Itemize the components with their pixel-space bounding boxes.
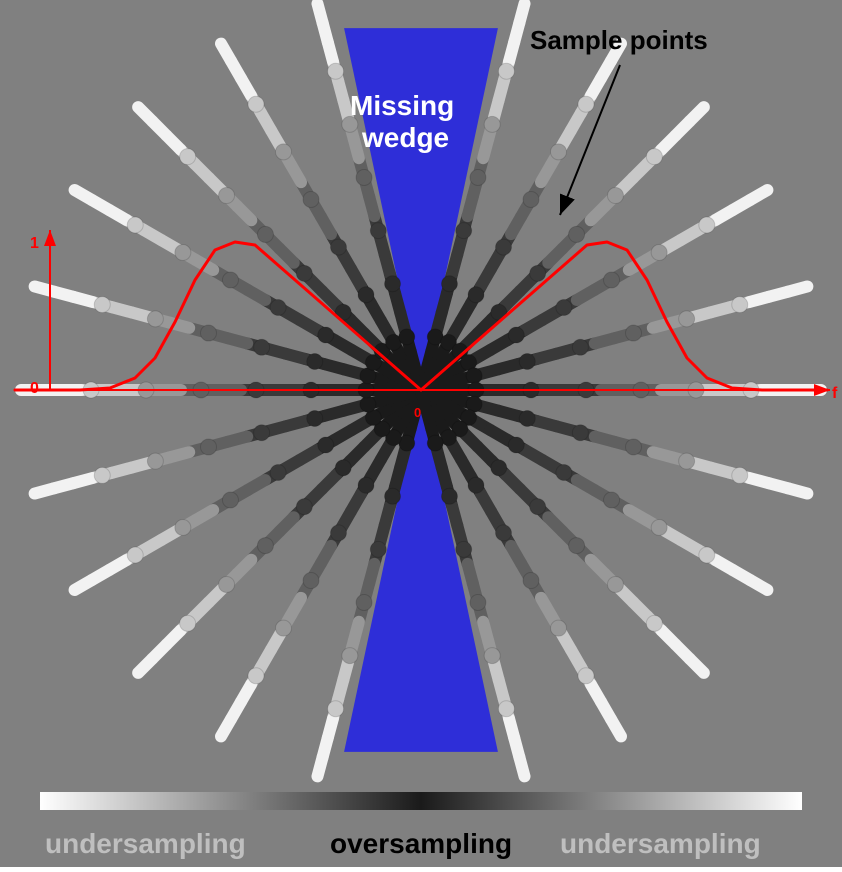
legend-label-left: undersampling <box>45 828 246 860</box>
axis-label-1: 1 <box>30 235 39 253</box>
axis-origin-label: 0 <box>414 405 421 420</box>
axis-label-f: f <box>832 385 837 403</box>
axis-label-0: 0 <box>30 380 39 398</box>
legend-label-center: oversampling <box>330 828 512 860</box>
sample-points-label: Sample points <box>530 25 708 56</box>
missing-wedge-label-2: wedge <box>362 122 449 154</box>
missing-wedge-label-1: Missing <box>350 90 454 122</box>
legend-label-right: undersampling <box>560 828 761 860</box>
